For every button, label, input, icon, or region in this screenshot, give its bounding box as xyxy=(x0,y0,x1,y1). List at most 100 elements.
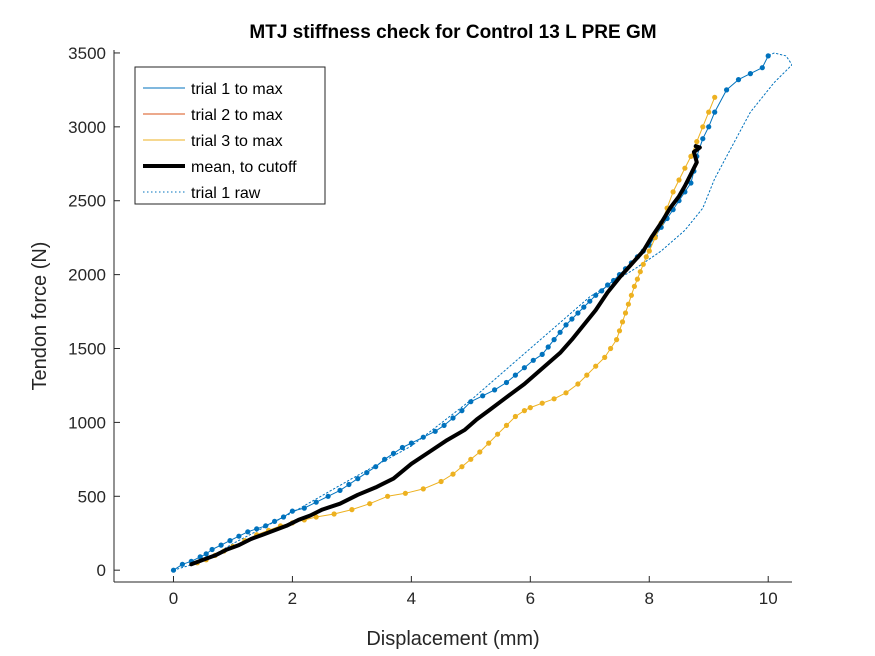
series-3-point xyxy=(670,189,676,195)
y-tick-label: 500 xyxy=(78,487,106,506)
series-1-point xyxy=(575,310,581,316)
series-1-point xyxy=(599,288,605,294)
series-1-point xyxy=(545,344,551,350)
series-3-point xyxy=(575,381,581,387)
series-3-point xyxy=(477,449,483,455)
series-3-point xyxy=(563,390,569,396)
series-1-point xyxy=(539,351,545,357)
series-1-point xyxy=(480,393,486,399)
series-3-point xyxy=(622,310,629,316)
series-1-point xyxy=(432,428,438,434)
series-3-point xyxy=(593,363,599,369)
series-1-point xyxy=(492,387,498,393)
series-3-point xyxy=(688,153,694,159)
series-1-point xyxy=(459,408,465,414)
series-1-point xyxy=(227,538,233,544)
series-3-point xyxy=(459,464,465,470)
series-1-point xyxy=(605,282,611,288)
series-1-point xyxy=(735,77,742,83)
series-3-point xyxy=(700,124,706,130)
series-1-point xyxy=(313,499,319,505)
series-1-point xyxy=(593,292,599,298)
x-tick-label: 4 xyxy=(407,589,416,608)
series-3-point xyxy=(402,490,408,496)
series-1-point xyxy=(569,316,575,322)
series-1-point xyxy=(245,529,251,535)
series-3-point xyxy=(521,408,528,414)
series-1-point xyxy=(530,357,536,363)
series-3-point xyxy=(676,177,682,183)
series-3-point xyxy=(637,269,643,275)
x-tick-label: 2 xyxy=(288,589,297,608)
series-3-point xyxy=(640,261,646,267)
legend-label-2: trial 2 to max xyxy=(191,107,283,124)
series-1-point xyxy=(263,523,269,529)
series-3-point xyxy=(551,396,557,402)
series-1-point xyxy=(712,109,718,115)
series-3-point xyxy=(694,139,700,145)
x-axis-label: Displacement (mm) xyxy=(366,628,539,650)
series-1-point xyxy=(581,304,587,310)
series-1-point xyxy=(420,434,426,440)
series-1-point xyxy=(700,136,706,142)
chart-title: MTJ stiffness check for Control 13 L PRE… xyxy=(249,22,656,43)
y-tick-label: 3500 xyxy=(68,44,106,63)
series-1-point xyxy=(706,124,712,130)
series-1-point xyxy=(759,65,765,71)
series-3-point xyxy=(438,478,444,485)
series-1-point xyxy=(280,514,287,520)
legend-label-3: trial 3 to max xyxy=(191,133,283,150)
y-tick-label: 1000 xyxy=(68,413,106,432)
series-1-point xyxy=(197,554,203,560)
x-tick-label: 8 xyxy=(645,589,654,608)
x-tick-label: 10 xyxy=(759,589,778,608)
series-3-point xyxy=(628,292,635,298)
series-3-point xyxy=(584,372,590,378)
series-3-point xyxy=(646,248,652,254)
series-3-point xyxy=(527,405,533,411)
series-3-point xyxy=(367,501,373,507)
legend-label-1: trial 1 to max xyxy=(191,81,283,98)
series-1-point xyxy=(289,508,295,514)
series-1-point xyxy=(325,493,331,499)
series-3-point xyxy=(503,422,510,428)
series-3-point xyxy=(495,431,501,437)
series-3-point xyxy=(625,301,632,307)
series-1-point xyxy=(747,71,754,77)
series-1-point xyxy=(364,470,370,476)
series-1-point xyxy=(521,365,528,371)
series-3-point xyxy=(712,94,718,100)
series-1-point xyxy=(557,329,563,335)
series-group xyxy=(170,52,792,573)
series-1-point xyxy=(587,298,593,304)
axes: 0 2 4 6 8 10 0 500 1000 1500 2000 2500 3000 3500 xyxy=(68,44,792,608)
series-3-point xyxy=(486,440,492,446)
series-line-5 xyxy=(173,52,792,571)
series-1-point xyxy=(170,567,177,573)
series-1-point xyxy=(272,518,278,525)
series-1-point xyxy=(337,487,343,493)
series-1-point xyxy=(408,440,414,446)
plot-area xyxy=(170,52,792,573)
series-1-point xyxy=(209,546,215,553)
series-3-point xyxy=(619,319,626,325)
series-1-point xyxy=(503,379,510,386)
series-3-point xyxy=(634,276,641,282)
y-axis-label: Tendon force (N) xyxy=(29,242,51,391)
series-3-point xyxy=(450,471,456,477)
y-tick-label: 1500 xyxy=(68,340,106,359)
series-1-point xyxy=(203,551,209,557)
x-tick-label: 6 xyxy=(526,589,535,608)
series-3-point xyxy=(614,337,620,343)
series-1-point xyxy=(563,322,569,328)
series-1-point xyxy=(373,464,379,470)
series-1-point xyxy=(724,87,730,93)
series-1-point xyxy=(512,372,519,378)
series-1-point xyxy=(179,561,185,567)
series-3-point xyxy=(420,486,426,492)
series-3-point xyxy=(608,345,614,352)
series-1-point xyxy=(254,526,260,532)
y-tick-label: 0 xyxy=(97,561,106,580)
y-tick-label: 3000 xyxy=(68,118,106,137)
